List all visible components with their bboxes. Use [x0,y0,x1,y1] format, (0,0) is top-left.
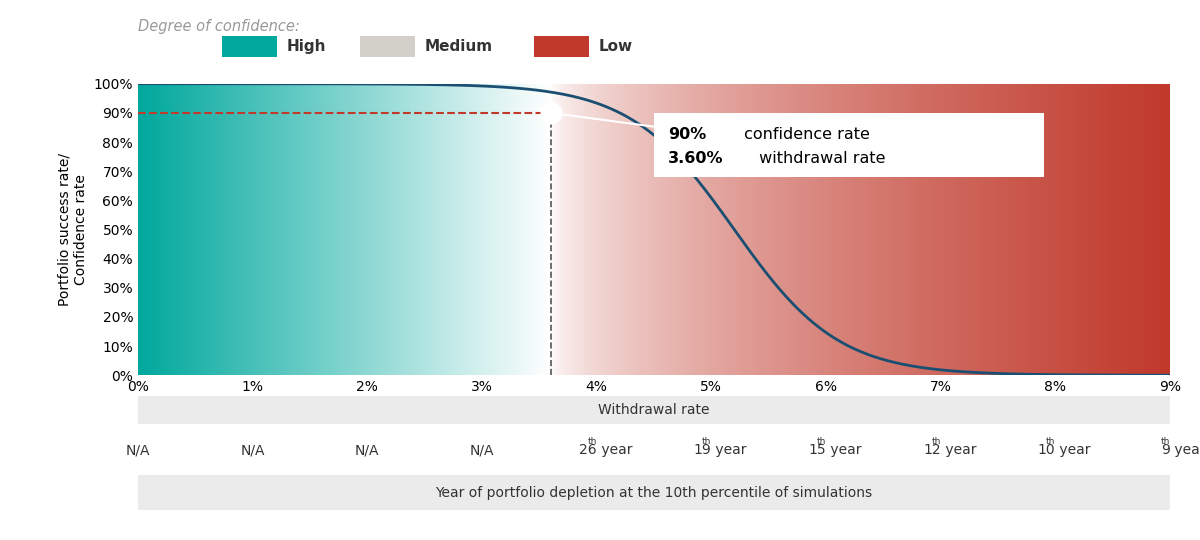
Text: N/A: N/A [469,443,494,457]
Text: withdrawal rate: withdrawal rate [754,151,886,166]
Y-axis label: Portfolio success rate/
Confidence rate: Portfolio success rate/ Confidence rate [58,153,88,306]
Text: 9: 9 [1162,443,1170,457]
Text: Year of portfolio depletion at the 10th percentile of simulations: Year of portfolio depletion at the 10th … [436,486,872,500]
Text: 10: 10 [1038,443,1055,457]
Text: 3.60%: 3.60% [667,151,724,166]
Text: Medium: Medium [425,39,493,54]
Text: 26: 26 [580,443,596,457]
Text: 90%: 90% [667,127,706,142]
Text: th: th [1046,437,1055,447]
Text: High: High [287,39,326,54]
Text: th: th [587,437,596,447]
Text: 19: 19 [694,443,712,457]
Text: year: year [1055,443,1091,457]
Text: confidence rate: confidence rate [739,127,870,142]
Text: N/A: N/A [355,443,379,457]
Text: year: year [596,443,632,457]
Text: Low: Low [599,39,632,54]
Text: year: year [941,443,976,457]
Text: Withdrawal rate: Withdrawal rate [599,403,709,417]
Text: th: th [702,437,712,447]
Text: year: year [1170,443,1200,457]
FancyBboxPatch shape [654,113,1044,177]
Text: 15: 15 [809,443,826,457]
Text: year: year [826,443,862,457]
Text: th: th [931,437,941,447]
Text: year: year [712,443,746,457]
Text: N/A: N/A [126,443,150,457]
Text: th: th [817,437,826,447]
Text: th: th [1160,437,1170,447]
Text: N/A: N/A [240,443,265,457]
Text: Degree of confidence:: Degree of confidence: [138,19,300,34]
Text: 12: 12 [923,443,941,457]
